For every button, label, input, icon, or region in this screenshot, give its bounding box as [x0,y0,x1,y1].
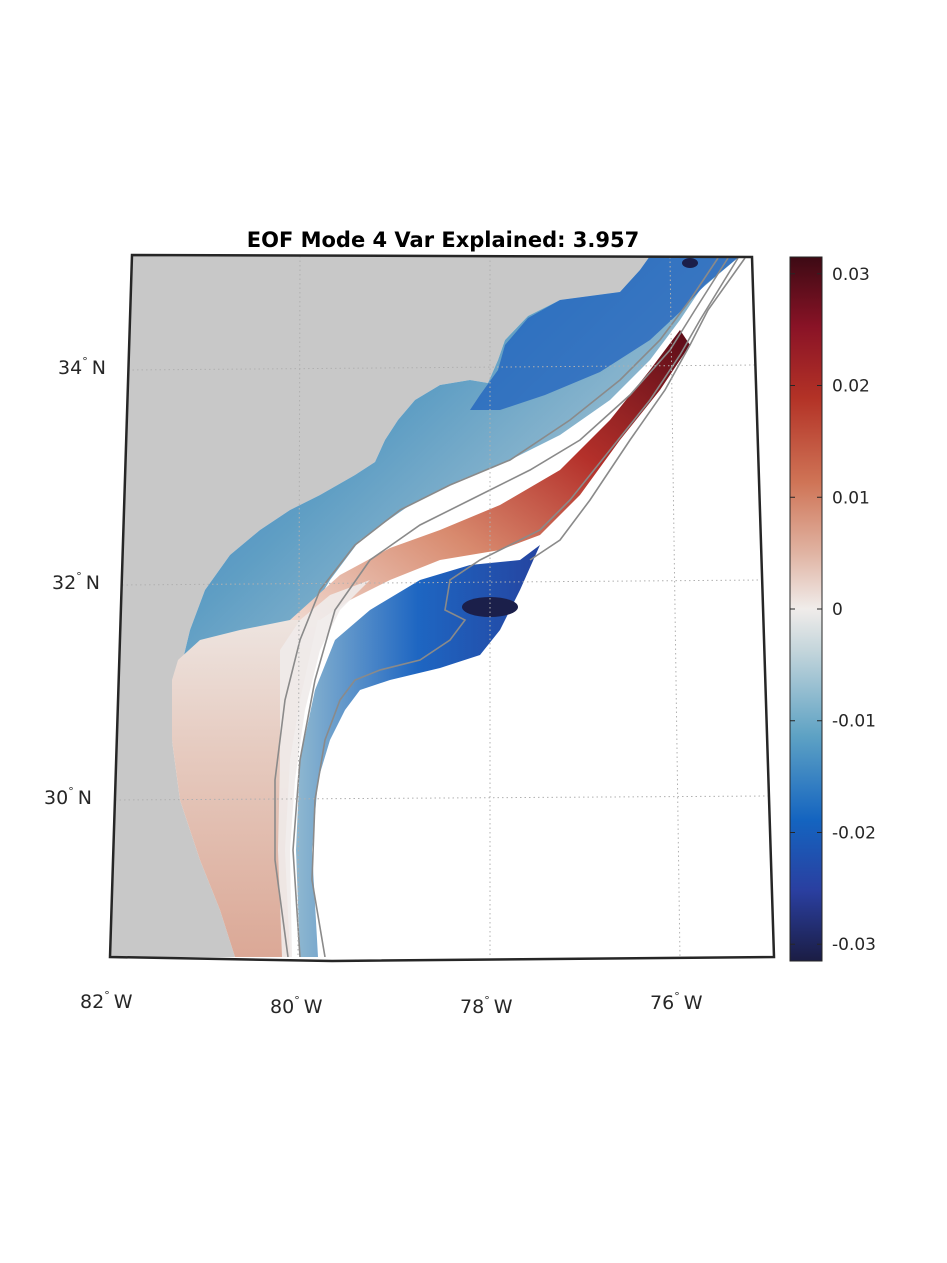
shelf-north [172,256,740,800]
colorbar-tick-label: 0.02 [832,377,870,397]
map-area [110,255,774,957]
lat-label-32: 32° N [52,570,100,594]
gulf-stream-positive [290,330,690,620]
map-frame [108,253,776,963]
negative-extreme-spot-north [682,258,698,268]
isobath-contours [274,257,746,957]
colorbar-tick-label: 0.03 [832,265,870,285]
colorbar-ticks: 0.03 0.02 0.01 0 -0.01 -0.02 -0.03 [790,265,876,955]
map-title: EOF Mode 4 Var Explained: 3.957 [247,228,639,252]
lon-label-76: 76° W [650,990,703,1014]
lon-label-78: 78° W [460,994,513,1018]
lat-label-30: 30° N [44,785,92,809]
colorbar-tick-label: -0.01 [832,712,876,732]
graticule [114,255,771,957]
colorbar-tick-label: 0 [832,600,843,620]
lat-label-34: 34° N [58,355,106,379]
colorbar-tick-label: 0.01 [832,488,870,508]
longitude-labels: 82° W 80° W 78° W 76° W [80,989,703,1018]
lon-label-82: 82° W [80,989,133,1013]
colorbar: 0.03 0.02 0.01 0 -0.01 -0.02 -0.03 [789,256,876,962]
colorbar-tick-label: -0.03 [832,935,876,955]
latitude-labels: 34° N 32° N 30° N [44,355,106,809]
lon-label-80: 80° W [270,994,323,1018]
land-mass [110,255,650,957]
shelf-north-deep [470,256,740,410]
colorbar-tick-label: -0.02 [832,823,876,843]
transition-band [278,580,370,957]
negative-lobe-south [296,545,540,957]
